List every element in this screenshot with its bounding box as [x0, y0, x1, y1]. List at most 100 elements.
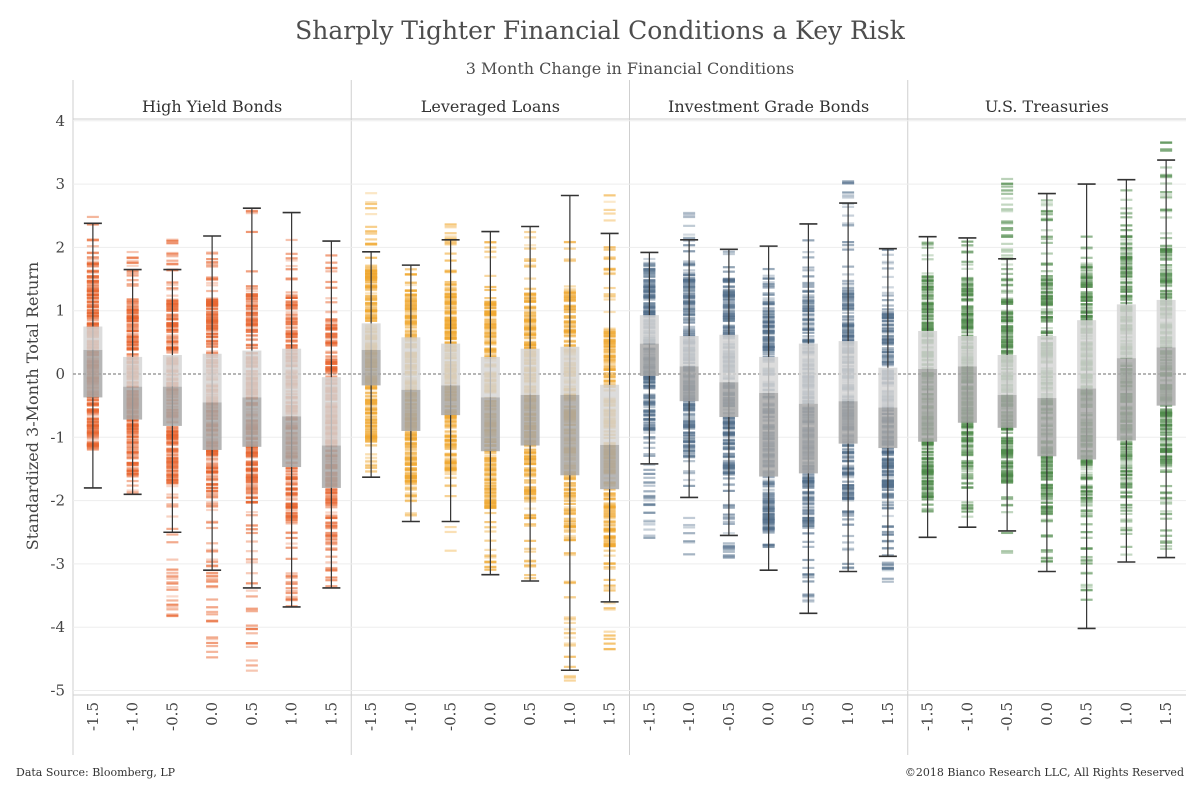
data-tick-mark [245, 609, 258, 612]
chart-frame [72, 80, 1186, 755]
data-tick-mark [722, 548, 735, 552]
data-tick-mark [603, 642, 616, 645]
data-tick-mark [245, 669, 258, 672]
data-tick-mark [166, 581, 179, 584]
data-tick-mark [365, 232, 378, 235]
data-tick-mark [166, 239, 179, 242]
data-tick-mark [643, 481, 656, 484]
data-tick-mark [603, 608, 616, 611]
data-tick-mark [683, 541, 696, 544]
data-tick-mark [206, 598, 219, 601]
data-tick-mark [166, 239, 179, 243]
data-tick-mark [643, 481, 656, 484]
data-tick-mark [722, 555, 735, 558]
data-tick-mark [722, 550, 735, 554]
data-tick-mark [206, 580, 219, 583]
data-tick-mark [365, 212, 378, 216]
data-tick-mark [683, 526, 696, 529]
data-tick-mark [166, 252, 179, 256]
data-tick-mark [245, 645, 258, 648]
data-tick-mark [683, 212, 696, 215]
data-tick-mark [245, 642, 258, 645]
data-tick-mark [643, 495, 656, 498]
data-tick-mark [206, 606, 219, 609]
data-tick-mark [643, 536, 656, 539]
data-tick-mark [206, 585, 219, 588]
data-tick-mark [206, 575, 219, 578]
data-tick-mark [603, 637, 616, 640]
data-tick-mark [166, 595, 179, 598]
data-tick-mark [643, 472, 656, 475]
data-tick-mark [365, 201, 378, 204]
data-tick-mark [683, 540, 696, 543]
data-tick-mark [166, 558, 179, 561]
data-tick-mark [166, 606, 179, 609]
data-tick-mark [603, 602, 616, 605]
data-tick-mark [722, 542, 735, 545]
data-tick-mark [444, 223, 457, 226]
data-tick-mark [603, 630, 616, 633]
data-tick-mark [126, 261, 139, 264]
data-tick-mark [643, 490, 656, 493]
data-tick-mark [444, 232, 457, 235]
data-tick-mark [206, 644, 219, 648]
data-tick-mark [683, 516, 696, 520]
chart-subtitle: 3 Month Change in Financial Conditions [465, 59, 795, 78]
data-tick-mark [683, 532, 696, 535]
data-tick-mark [643, 521, 656, 524]
data-tick-mark [166, 582, 179, 585]
data-tick-mark [166, 613, 179, 616]
data-tick-mark [722, 556, 735, 559]
data-tick-mark [365, 207, 378, 210]
data-tick-mark [86, 215, 99, 219]
data-tick-mark [722, 546, 735, 549]
data-tick-mark [245, 659, 258, 662]
data-tick-mark [126, 260, 139, 263]
data-tick-mark [206, 578, 219, 581]
data-tick-mark [643, 528, 656, 531]
data-tick-mark [166, 614, 179, 617]
data-tick-mark [166, 599, 179, 602]
data-tick-mark [643, 523, 656, 526]
data-tick-mark [166, 603, 179, 606]
chart-title: Sharply Tighter Financial Conditions a K… [295, 16, 905, 45]
data-tick-mark [603, 212, 616, 215]
data-tick-mark [603, 607, 616, 610]
data-tick-mark [166, 575, 179, 578]
data-tick-mark [166, 255, 179, 258]
data-tick-mark [444, 525, 457, 529]
data-tick-mark [603, 200, 616, 203]
data-tick-mark [245, 624, 258, 627]
data-tick-mark [245, 607, 258, 610]
data-tick-mark [683, 553, 696, 556]
data-tick-mark [603, 208, 616, 212]
data-tick-mark [206, 586, 219, 589]
data-tick-mark [206, 650, 219, 653]
data-tick-mark [643, 494, 656, 498]
data-tick-mark [245, 642, 258, 645]
data-tick-mark [206, 606, 219, 609]
data-tick-mark [683, 523, 696, 527]
data-tick-mark [643, 519, 656, 522]
data-tick-mark [126, 264, 139, 267]
data-tick-mark [603, 634, 616, 637]
data-tick-mark [206, 620, 219, 623]
data-tick-mark [245, 589, 258, 592]
data-tick-mark [722, 546, 735, 549]
data-tick-mark [683, 236, 696, 239]
data-tick-mark [563, 679, 576, 682]
data-tick-mark [643, 503, 656, 507]
data-tick-mark [126, 256, 139, 259]
data-tick-mark [206, 610, 219, 614]
data-tick-mark [206, 574, 219, 577]
data-tick-mark [643, 534, 656, 537]
data-tick-mark [166, 608, 179, 611]
data-tick-mark [643, 511, 656, 514]
data-tick-mark [166, 588, 179, 591]
data-tick-mark [245, 595, 258, 598]
data-tick-mark [245, 664, 258, 667]
data-tick-mark [206, 613, 219, 616]
data-tick-mark [722, 546, 735, 549]
data-tick-mark [166, 242, 179, 245]
